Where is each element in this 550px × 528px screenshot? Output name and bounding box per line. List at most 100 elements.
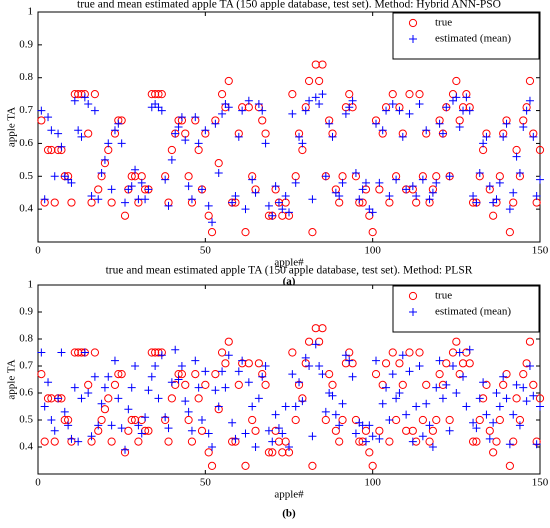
chart-title: true and mean estimated apple TA (150 ap… <box>106 265 473 277</box>
data-point <box>114 119 123 128</box>
data-point <box>37 370 46 379</box>
y-axis-label: apple TA <box>6 359 18 399</box>
data-point <box>368 228 377 237</box>
data-point <box>382 383 391 392</box>
data-point <box>425 437 434 446</box>
data-point <box>315 362 324 370</box>
x-tick-label: 0 <box>35 477 41 489</box>
data-point <box>525 362 534 370</box>
y-tick-label: 0.4 <box>19 203 33 215</box>
data-point <box>171 129 180 138</box>
data-point <box>231 434 240 443</box>
data-point <box>174 375 183 384</box>
data-point <box>154 394 163 403</box>
data-point <box>422 126 431 135</box>
data-point <box>74 126 83 135</box>
data-point <box>94 195 103 204</box>
data-point <box>264 448 274 457</box>
data-point <box>151 100 160 108</box>
data-point <box>141 413 150 422</box>
data-point <box>408 437 417 446</box>
data-point <box>331 410 340 419</box>
data-point <box>251 188 260 197</box>
data-point <box>321 407 330 416</box>
data-point <box>218 367 227 376</box>
data-point <box>345 356 354 365</box>
data-point <box>54 129 63 138</box>
data-point <box>388 90 397 99</box>
y-axis-label: apple TA <box>6 107 18 147</box>
data-point <box>43 394 53 403</box>
data-point <box>381 359 391 368</box>
data-point <box>44 113 53 122</box>
data-point <box>311 324 320 333</box>
data-point <box>368 432 377 441</box>
y-tick-label: 0.8 <box>19 71 33 83</box>
data-point <box>208 218 217 227</box>
data-point <box>331 188 340 197</box>
data-point <box>361 178 370 187</box>
data-point <box>288 370 297 379</box>
data-point <box>187 426 196 435</box>
data-point <box>408 426 417 435</box>
data-point <box>120 211 130 220</box>
data-point <box>295 378 304 387</box>
x-tick-label: 0 <box>35 245 41 257</box>
data-point <box>492 389 501 397</box>
data-point <box>505 205 514 214</box>
data-point <box>315 100 324 108</box>
legend-symbol <box>409 308 417 316</box>
data-point <box>388 370 397 379</box>
data-point <box>90 348 99 357</box>
data-point <box>372 356 381 365</box>
data-point <box>177 113 186 122</box>
data-point <box>438 129 447 138</box>
data-point <box>268 448 277 457</box>
data-point <box>244 96 253 105</box>
data-point <box>509 188 518 197</box>
data-point <box>295 132 304 141</box>
data-point <box>335 421 344 430</box>
data-point <box>459 106 468 115</box>
data-point <box>405 109 414 118</box>
data-point <box>375 434 384 443</box>
data-point <box>388 348 397 357</box>
data-point <box>305 96 314 105</box>
data-point <box>234 380 243 389</box>
y-tick-label: 1 <box>28 279 34 291</box>
data-point <box>144 185 153 194</box>
data-point <box>495 415 504 425</box>
data-point <box>475 169 484 177</box>
data-point <box>405 348 414 357</box>
data-point <box>124 405 133 414</box>
data-point <box>261 362 270 370</box>
data-point <box>37 348 46 357</box>
data-point <box>244 378 253 387</box>
data-point <box>331 426 340 435</box>
data-point <box>241 461 250 470</box>
data-point <box>214 402 223 411</box>
data-point <box>301 353 310 362</box>
data-point <box>418 432 427 441</box>
data-point <box>355 195 364 204</box>
data-point <box>104 394 113 403</box>
data-point <box>241 429 250 438</box>
data-point <box>462 93 471 102</box>
data-point <box>184 415 193 425</box>
data-point <box>154 103 163 112</box>
data-point <box>398 132 407 141</box>
data-point <box>254 359 263 368</box>
data-point <box>328 132 337 141</box>
data-point <box>325 119 334 128</box>
data-point <box>137 178 146 187</box>
legend-label: true <box>435 17 452 29</box>
data-point <box>157 351 166 360</box>
data-point <box>371 370 381 379</box>
data-point <box>435 356 444 365</box>
data-point <box>248 402 257 411</box>
data-point <box>358 185 367 194</box>
data-point <box>382 106 391 115</box>
data-point <box>187 437 197 446</box>
data-point <box>365 205 374 214</box>
data-point <box>365 421 374 430</box>
